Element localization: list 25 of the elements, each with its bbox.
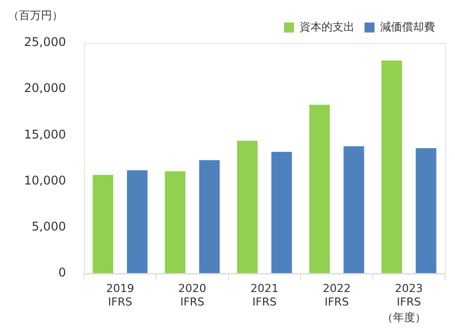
y-tick-label: 20,000 bbox=[24, 81, 66, 96]
bar bbox=[237, 140, 258, 274]
bar bbox=[164, 171, 186, 274]
y-tick-label: 25,000 bbox=[24, 35, 66, 50]
x-tick-label: 2022 IFRS bbox=[322, 282, 351, 308]
bar bbox=[381, 60, 402, 274]
bar bbox=[344, 146, 364, 274]
legend-label: 減価償却費 bbox=[380, 20, 435, 34]
x-tick-label: 2023 IFRS bbox=[394, 282, 423, 308]
bar bbox=[309, 104, 330, 274]
y-axis-title: （百万円） bbox=[8, 8, 63, 23]
x-tick-label: 2019 IFRS bbox=[106, 282, 134, 308]
bar bbox=[126, 170, 148, 274]
bar bbox=[416, 148, 436, 274]
x-axis-title: （年度） bbox=[382, 310, 426, 325]
bar bbox=[199, 160, 220, 274]
bar bbox=[271, 152, 292, 274]
y-tick-label: 0 bbox=[58, 266, 66, 280]
y-tick-label: 5,000 bbox=[32, 220, 66, 234]
x-tick-label: 2020 IFRS bbox=[178, 282, 206, 308]
y-tick-label: 10,000 bbox=[24, 173, 66, 188]
y-tick-label: 15,000 bbox=[24, 127, 66, 142]
legend-label: 資本的支出 bbox=[300, 20, 354, 34]
bar bbox=[92, 174, 114, 274]
x-tick-label: 2021 IFRS bbox=[250, 282, 278, 308]
